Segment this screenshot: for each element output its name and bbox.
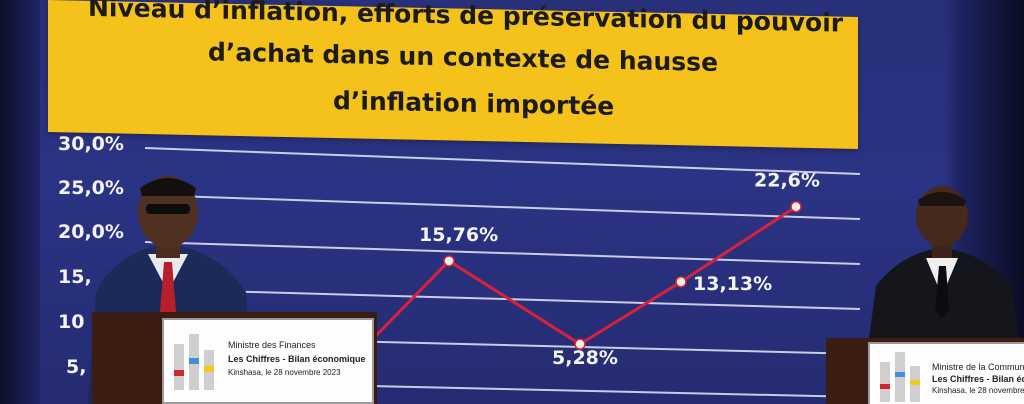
left-podium-sign: Ministre des Finances Les Chiffres - Bil… — [162, 318, 374, 404]
data-point — [443, 255, 455, 267]
sign-subtitle: Les Chiffres - Bilan éc — [932, 374, 1024, 384]
gridline — [144, 147, 861, 175]
data-label: 5,28% — [552, 347, 618, 369]
y-tick-label: 15, — [58, 266, 92, 288]
left-shadow — [0, 0, 40, 404]
y-tick-label: 10 — [58, 311, 85, 333]
data-point — [675, 276, 687, 288]
y-tick-label: 25,0% — [58, 177, 124, 199]
right-podium-sign: Ministre de la Commun Les Chiffres - Bil… — [868, 342, 1024, 404]
data-point — [790, 200, 802, 213]
sign-location-date: Kinshasa, le 28 novembre 2 — [932, 386, 1024, 395]
ministry-logo — [174, 334, 214, 390]
sign-ministry: Ministre de la Commun — [932, 362, 1024, 372]
y-tick-label: 30,0% — [58, 133, 124, 155]
gridline — [144, 288, 861, 310]
data-points — [443, 200, 802, 350]
y-tick-label: 5, — [66, 356, 87, 378]
data-point — [574, 338, 586, 350]
sign-subtitle: Les Chiffres - Bilan économique — [228, 354, 366, 364]
right-speaker — [862, 186, 1024, 346]
sign-location-date: Kinshasa, le 28 novembre 2023 — [228, 368, 341, 377]
sign-ministry: Ministre des Finances — [228, 340, 316, 350]
data-label: 13,13% — [693, 273, 772, 295]
gridline — [144, 194, 861, 220]
data-label: 22,6% — [754, 170, 820, 192]
data-label: 15,76% — [419, 224, 498, 246]
ministry-logo — [880, 352, 920, 402]
data-labels: 15,76% 5,28% 13,13% 22,6% — [419, 170, 820, 369]
gridline — [144, 241, 861, 265]
y-tick-label: 20,0% — [58, 221, 124, 243]
